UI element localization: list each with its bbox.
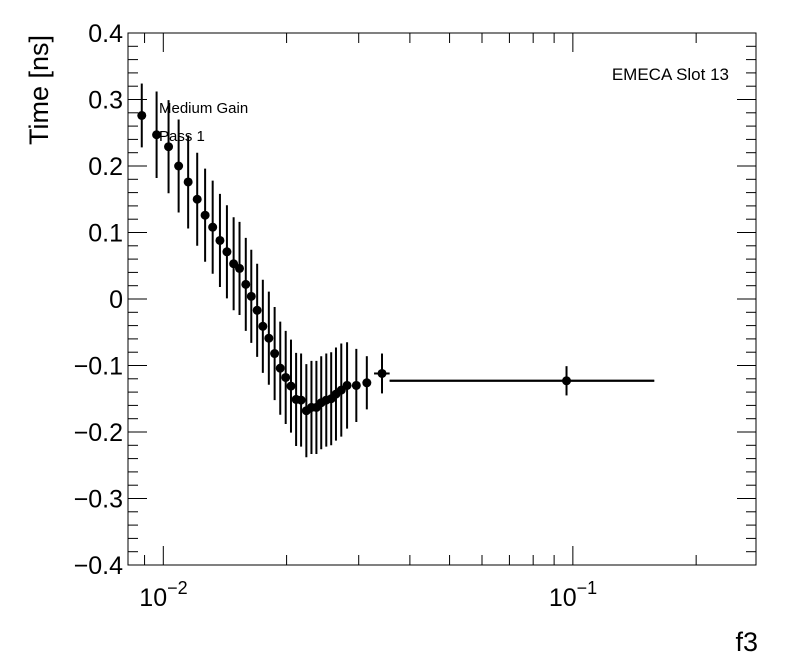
slot-annotation: EMECA Slot 13 xyxy=(612,65,729,84)
data-point xyxy=(241,279,251,289)
data-point xyxy=(264,333,274,343)
data-point xyxy=(252,305,262,315)
y-tick-label: 0.3 xyxy=(88,87,123,115)
y-tick-label: −0.1 xyxy=(74,353,123,381)
data-point xyxy=(152,130,162,140)
y-axis-title: Time [ns] xyxy=(24,35,54,145)
data-point xyxy=(286,381,296,391)
data-point xyxy=(183,177,193,187)
data-point xyxy=(192,194,202,204)
data-point xyxy=(377,368,387,378)
data-point xyxy=(222,247,232,257)
y-tick-label: 0 xyxy=(109,286,123,314)
y-tick-label: −0.4 xyxy=(74,552,123,580)
y-tick-label: 0.2 xyxy=(88,153,123,181)
x-tick-label: 10−2 xyxy=(139,578,187,612)
legend-entry-pass-1: Pass 1 xyxy=(159,128,205,145)
data-point xyxy=(275,363,285,373)
x-tick-label: 10−1 xyxy=(549,578,597,612)
y-tick-label: 0.1 xyxy=(88,220,123,248)
data-point xyxy=(246,291,256,301)
data-marks xyxy=(137,83,655,458)
data-point xyxy=(362,378,372,388)
y-tick-label: 0.4 xyxy=(88,20,123,48)
y-tick-label: −0.3 xyxy=(74,486,123,514)
data-point xyxy=(164,142,174,152)
data-point xyxy=(200,210,210,220)
y-tick-label: −0.2 xyxy=(74,419,123,447)
data-point xyxy=(342,380,352,390)
data-point xyxy=(235,263,245,273)
x-axis-title: f3 xyxy=(735,627,758,657)
data-point xyxy=(215,235,225,245)
data-point xyxy=(174,161,184,171)
data-point xyxy=(208,222,218,232)
legend-entry-medium-gain: Medium Gain xyxy=(159,100,248,117)
axes: 0.4 0.3 0.2 0.1 0 −0.1 −0.2 −0.3 −0.4 10−2 10−1 xyxy=(74,20,756,612)
data-point xyxy=(270,349,280,359)
data-point xyxy=(296,395,306,405)
data-point xyxy=(281,372,291,382)
data-point xyxy=(258,321,268,331)
data-point xyxy=(137,110,147,120)
data-point xyxy=(562,376,572,386)
data-point xyxy=(351,380,361,390)
plot-frame xyxy=(127,32,757,566)
